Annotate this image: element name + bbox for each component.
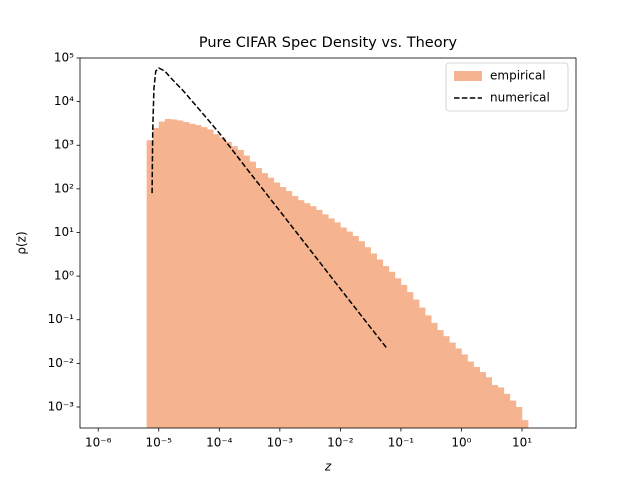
histogram-bar [425,315,432,428]
histogram-bar [316,209,323,428]
histogram-bar [370,253,378,428]
histogram-bar [503,393,511,428]
legend-label: numerical [490,91,550,105]
chart-title: Pure CIFAR Spec Density vs. Theory [199,35,458,51]
x-tick-label: 10⁻⁶ [85,436,112,450]
histogram-bar [497,387,505,428]
histogram-bar [340,227,347,428]
x-tick-label: 10⁻⁴ [206,436,233,450]
histogram-bar [358,241,365,428]
y-tick-label: 10⁴ [54,94,74,108]
histogram-bar [521,420,529,428]
histogram-bar [376,259,384,428]
histogram-bar [158,121,166,428]
histogram-bar [310,206,317,428]
plot-frame [79,57,577,429]
y-tick-label: 10⁰ [54,269,74,283]
histogram-bar [195,125,202,428]
histogram-bar [364,247,371,428]
histogram-bar [509,400,517,428]
histogram-bar [237,149,244,428]
histogram-bar [328,218,335,428]
histogram-bar [249,161,256,429]
histogram-bar [189,123,196,429]
histogram-bar [394,278,402,428]
y-tick-label: 10⁻³ [48,399,75,413]
histogram-bar [213,134,220,429]
histogram-bar [279,187,287,428]
histogram-bar [431,322,438,428]
histogram-bar [346,231,353,428]
histogram-bar [491,384,499,428]
histogram-bar [455,348,462,428]
histogram-bar [437,330,444,428]
x-tick-label: 10⁻³ [267,436,294,450]
x-tick-label: 10¹ [512,436,532,450]
histogram-bar [413,299,420,428]
x-tick-label: 10⁰ [451,436,471,450]
histogram-bar [322,214,329,428]
histogram-bar [297,200,305,428]
histogram-bar [273,182,281,428]
histogram-bar [291,195,299,428]
histogram-bar [285,191,293,428]
histogram-bar [406,292,414,428]
histogram-bar [304,203,311,428]
y-tick-label: 10⁻¹ [48,312,75,326]
y-axis-label: ρ(z) [15,231,29,254]
legend-label: empirical [490,69,546,83]
y-tick-label: 10² [54,181,74,195]
histogram-bar [485,377,493,428]
histogram-bar [400,284,408,428]
histogram-bar [473,366,480,428]
y-tick-label: 10¹ [54,225,74,239]
histogram-bar [201,127,208,429]
histogram-bar [467,361,474,428]
histogram-bar [182,122,190,429]
x-axis-label: z [324,460,332,474]
histogram-bar [207,129,214,428]
histogram-bar [261,173,269,428]
histogram-bar [225,141,232,429]
x-tick-label: 10⁻² [327,436,354,450]
histogram-bar [170,119,178,429]
histogram-bar [449,342,456,428]
histogram-bar [152,127,160,429]
y-tick-label: 10³ [54,138,74,152]
x-tick-label: 10⁻¹ [388,436,415,450]
histogram-bar [176,120,184,428]
legend-swatch [454,71,482,81]
histogram-bar [146,140,154,429]
y-tick-label: 10⁻² [48,356,75,370]
line-series [151,67,387,349]
histogram-bar [164,118,172,428]
histogram-bar [419,307,426,428]
histogram-bar [267,177,275,428]
histogram-bar [388,271,396,428]
y-tick-label: 10⁵ [54,51,74,65]
histogram-bar [255,168,262,428]
histogram-bar [352,236,359,428]
histogram-bar [231,146,238,429]
histogram-bar [461,354,468,428]
histogram-bar [219,137,226,428]
histogram-bar [334,222,341,428]
histogram-bar [443,336,450,428]
histogram-bar [479,372,486,428]
x-tick-label: 10⁻⁵ [146,436,173,450]
histogram-bar [515,406,523,428]
histogram-bar [243,155,250,428]
